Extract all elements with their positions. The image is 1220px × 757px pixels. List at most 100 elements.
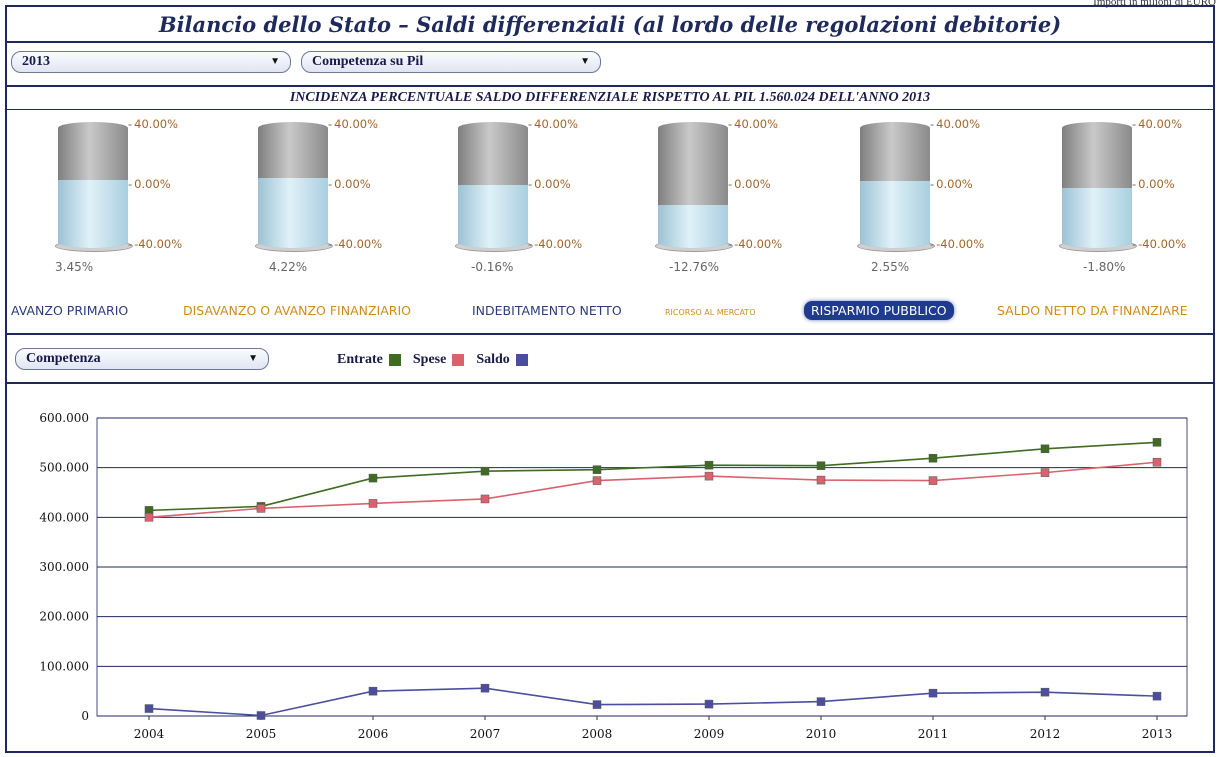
cylinder-gauge: [55, 122, 133, 252]
link-saldo-netto-da-finanziare[interactable]: SALDO NETTO DA FINANZIARE: [997, 303, 1188, 318]
y-tick-label: 100.000: [39, 659, 89, 673]
cylinder-gauge: [255, 122, 333, 252]
line-chart: 0 100.000 200.000 300.000 400.000 500.000 600.…: [39, 411, 1188, 741]
legend-saldo-swatch[interactable]: [515, 354, 528, 366]
gauge-tick-mid: 0.00%: [328, 177, 371, 191]
legend-entrate-swatch[interactable]: [388, 354, 401, 366]
gauge-tick-top: 40.00%: [128, 117, 178, 131]
data-point-saldo: [1152, 691, 1162, 701]
x-tick-label: 2013: [1142, 727, 1173, 741]
chart-controls: Competenza ▼ Entrate Spese Saldo: [7, 335, 1213, 384]
chart-legend: Entrate Spese Saldo: [337, 352, 534, 368]
data-point-entrate: [1152, 438, 1162, 447]
gauge-value: 4.22%: [269, 260, 308, 274]
data-point-saldo: [480, 683, 490, 693]
data-point-saldo: [144, 704, 154, 713]
gauge-tick-bottom: -40.00%: [128, 237, 182, 251]
year-select-value: 2013: [22, 54, 50, 69]
legend-spese-swatch[interactable]: [452, 354, 465, 366]
link-indebitamento-netto[interactable]: INDEBITAMENTO NETTO: [472, 303, 622, 318]
mode-select[interactable]: Competenza ▼: [15, 348, 269, 370]
cylinder-gauge: [857, 122, 935, 252]
cylinder-gauge: [1059, 122, 1137, 252]
gauge-disavanzo: 40.00% 0.00% -40.00% 4.22%: [225, 117, 395, 285]
data-point-saldo: [1040, 687, 1050, 697]
gauge-tick-top: 40.00%: [930, 117, 980, 131]
chevron-down-icon: ▼: [248, 353, 258, 364]
dashboard-frame: Bilancio dello Stato – Saldi differenzia…: [5, 5, 1215, 753]
measure-select-value: Competenza su Pil: [312, 54, 424, 69]
x-tick-label: 2007: [470, 727, 501, 741]
gauge-tick-bottom: -40.00%: [728, 237, 782, 251]
data-point-saldo: [368, 686, 378, 696]
gauges-subtitle: INCIDENZA PERCENTUALE SALDO DIFFERENZIAL…: [7, 87, 1213, 110]
gauge-tick-bottom: -40.00%: [1132, 237, 1186, 251]
gauge-avanzo-primario: 40.00% 0.00% -40.00% 3.45%: [25, 117, 195, 285]
series-line-spese: [148, 461, 1158, 519]
gauge-indebitamento: 40.00% 0.00% -40.00% -0.16%: [425, 117, 595, 285]
saldo-type-links: AVANZO PRIMARIO DISAVANZO O AVANZO FINAN…: [7, 293, 1213, 335]
data-point-saldo: [704, 699, 714, 709]
gauge-tick-top: 40.00%: [528, 117, 578, 131]
gauge-fill: [860, 181, 930, 248]
data-point-spese: [816, 475, 826, 485]
gauge-value: -12.76%: [669, 260, 720, 274]
data-point-entrate: [1040, 444, 1050, 454]
data-point-spese: [928, 476, 938, 485]
chevron-down-icon: ▼: [580, 56, 590, 67]
gauge-panel: 40.00% 0.00% -40.00% 3.45% 40.00% 0.00% …: [7, 111, 1213, 291]
x-tick-label: 2004: [134, 727, 165, 741]
x-tick-label: 2012: [1030, 727, 1061, 741]
data-point-entrate: [480, 466, 490, 476]
measure-select[interactable]: Competenza su Pil ▼: [301, 51, 601, 73]
gauge-tick-mid: 0.00%: [528, 177, 571, 191]
gauge-tick-bottom: -40.00%: [328, 237, 382, 251]
mode-select-value: Competenza: [26, 351, 101, 366]
year-select[interactable]: 2013 ▼: [11, 51, 291, 73]
gauge-tick-mid: 0.00%: [930, 177, 973, 191]
data-point-saldo: [928, 688, 938, 698]
link-disavanzo-avanzo-finanziario[interactable]: DISAVANZO O AVANZO FINANZIARIO: [183, 303, 411, 318]
data-point-spese: [592, 476, 602, 485]
data-point-spese: [368, 499, 378, 508]
gauge-fill: [1062, 188, 1132, 248]
gauge-tick-mid: 0.00%: [1132, 177, 1175, 191]
gauge-fill: [658, 205, 728, 248]
link-risparmio-pubblico[interactable]: RISPARMIO PUBBLICO: [804, 301, 954, 320]
x-tick-label: 2011: [918, 727, 949, 741]
x-tick-label: 2006: [358, 727, 389, 741]
data-point-saldo: [592, 700, 602, 709]
cylinder-gauge: [655, 122, 733, 252]
line-chart-container: 0 100.000 200.000 300.000 400.000 500.000 600.…: [7, 384, 1213, 751]
chevron-down-icon: ▼: [270, 56, 280, 67]
data-point-saldo: [256, 711, 266, 720]
top-controls: 2013 ▼ Competenza su Pil ▼: [7, 41, 1213, 87]
gauge-tick-top: 40.00%: [1132, 117, 1182, 131]
gauge-tick-top: 40.00%: [328, 117, 378, 131]
data-point-spese: [704, 471, 714, 481]
cylinder-gauge: [455, 122, 533, 252]
y-tick-label: 0: [81, 709, 89, 723]
data-point-spese: [1040, 468, 1050, 477]
gauge-value: -0.16%: [471, 260, 514, 274]
legend-saldo-label: Saldo: [476, 352, 510, 367]
link-ricorso-al-mercato[interactable]: RICORSO AL MERCATO: [665, 308, 756, 317]
y-tick-label: 200.000: [39, 610, 89, 624]
gauge-value: 3.45%: [55, 260, 94, 274]
data-point-spese: [144, 513, 154, 522]
gauge-tick-top: 40.00%: [728, 117, 778, 131]
gauge-tick-mid: 0.00%: [728, 177, 771, 191]
x-tick-label: 2005: [246, 727, 277, 741]
data-point-spese: [1152, 457, 1162, 467]
gauge-fill: [458, 185, 528, 248]
gauge-fill: [258, 178, 328, 248]
gauge-saldo-netto: 40.00% 0.00% -40.00% -1.80%: [1029, 117, 1199, 285]
data-point-spese: [480, 494, 490, 504]
link-avanzo-primario[interactable]: AVANZO PRIMARIO: [11, 303, 129, 318]
y-tick-label: 500.000: [39, 461, 89, 475]
data-point-entrate: [928, 453, 938, 463]
data-point-saldo: [816, 697, 826, 706]
page-title: Bilancio dello Stato – Saldi differenzia…: [7, 7, 1213, 43]
gauge-fill: [58, 180, 128, 248]
data-point-spese: [256, 504, 266, 513]
